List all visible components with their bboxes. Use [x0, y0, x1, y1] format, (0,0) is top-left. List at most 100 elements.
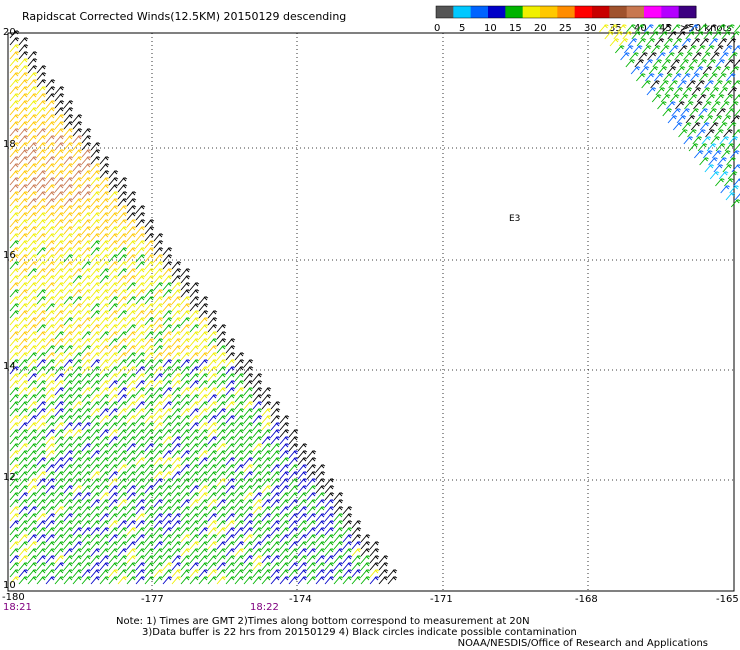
- wind-barb: [207, 569, 218, 578]
- wind-barb: [180, 387, 191, 396]
- wind-barb: [270, 492, 281, 501]
- wind-barb: [288, 471, 299, 480]
- wind-barb: [99, 555, 110, 564]
- colorbar-label: 30: [584, 23, 597, 34]
- wind-barb: [324, 576, 335, 585]
- wind-barb: [270, 408, 281, 417]
- wind-barb: [288, 506, 299, 515]
- wind-barb: [171, 310, 182, 319]
- wind-barb: [688, 143, 699, 152]
- wind-barb: [126, 219, 137, 228]
- wind-barb: [45, 471, 56, 480]
- wind-barb: [9, 191, 20, 200]
- wind-barb: [180, 457, 191, 466]
- wind-barb: [144, 275, 155, 284]
- wind-barb: [721, 150, 731, 159]
- wind-barb: [153, 457, 164, 466]
- wind-barb: [36, 135, 47, 144]
- wind-barb: [207, 359, 218, 368]
- wind-barb: [297, 506, 308, 515]
- wind-barb: [724, 143, 735, 152]
- wind-barb: [198, 415, 209, 424]
- wind-barb: [90, 296, 101, 305]
- wind-barb: [144, 492, 155, 501]
- wind-barb: [135, 562, 146, 571]
- wind-barb: [36, 366, 47, 375]
- wind-barb: [90, 170, 101, 179]
- wind-barb: [135, 492, 146, 501]
- wind-barb: [234, 492, 245, 501]
- wind-barb: [207, 534, 218, 543]
- wind-barb: [36, 338, 47, 347]
- wind-barb: [261, 401, 272, 410]
- wind-barb: [288, 492, 299, 501]
- wind-barb: [726, 73, 736, 82]
- wind-barb: [653, 24, 663, 33]
- wind-barb: [90, 527, 101, 536]
- wind-barb: [117, 324, 128, 333]
- wind-barb: [144, 303, 155, 312]
- wind-barb: [162, 506, 173, 515]
- wind-barb: [719, 52, 729, 61]
- wind-barb: [72, 373, 83, 382]
- wind-barb: [189, 401, 200, 410]
- wind-barb: [63, 562, 74, 571]
- wind-barb: [270, 541, 281, 550]
- wind-barb: [243, 436, 254, 445]
- wind-barb: [99, 331, 110, 340]
- wind-barb: [270, 576, 281, 585]
- wind-barb: [279, 562, 290, 571]
- wind-barb: [36, 471, 47, 480]
- wind-barb: [180, 331, 191, 340]
- wind-barb: [9, 401, 20, 410]
- wind-barb: [342, 520, 353, 529]
- wind-barb: [216, 541, 227, 550]
- wind-barb: [9, 114, 20, 123]
- wind-barb: [198, 478, 209, 487]
- wind-barb: [207, 506, 218, 515]
- wind-barb: [243, 387, 254, 396]
- wind-barb: [27, 184, 38, 193]
- wind-barb: [18, 331, 29, 340]
- wind-barb: [207, 576, 218, 585]
- wind-barb: [108, 338, 119, 347]
- wind-barb: [81, 380, 92, 389]
- wind-barb: [99, 443, 110, 452]
- wind-barb: [18, 380, 29, 389]
- wind-barb: [18, 562, 29, 571]
- wind-barb: [36, 205, 47, 214]
- wind-barb: [180, 359, 191, 368]
- wind-barb: [45, 520, 56, 529]
- wind-barb: [54, 128, 65, 137]
- wind-barb: [63, 177, 74, 186]
- wind-barb: [18, 184, 29, 193]
- wind-barb: [315, 562, 326, 571]
- wind-barb: [252, 513, 263, 522]
- wind-barb: [36, 121, 47, 130]
- wind-barb: [63, 548, 74, 557]
- colorbar-swatch: [661, 6, 680, 18]
- wind-barb: [342, 527, 353, 536]
- wind-barb: [724, 59, 735, 68]
- wind-barb: [270, 499, 281, 508]
- wind-barb: [701, 52, 711, 61]
- wind-barb: [99, 401, 110, 410]
- wind-barb: [180, 289, 191, 298]
- wind-barb: [72, 450, 83, 459]
- wind-barb: [369, 548, 380, 557]
- wind-barb: [54, 576, 65, 585]
- wind-barb: [9, 37, 20, 46]
- wind-barb: [72, 177, 83, 186]
- wind-barb: [81, 331, 92, 340]
- wind-barb: [90, 254, 101, 263]
- wind-barb: [81, 373, 92, 382]
- wind-barb: [81, 513, 92, 522]
- wind-barb: [216, 331, 227, 340]
- wind-barb: [714, 129, 724, 138]
- wind-barb: [54, 142, 65, 151]
- wind-barb: [699, 122, 710, 131]
- wind-barb: [18, 464, 29, 473]
- wind-barb: [9, 170, 20, 179]
- wind-barb: [18, 51, 29, 60]
- wind-barb: [342, 534, 353, 543]
